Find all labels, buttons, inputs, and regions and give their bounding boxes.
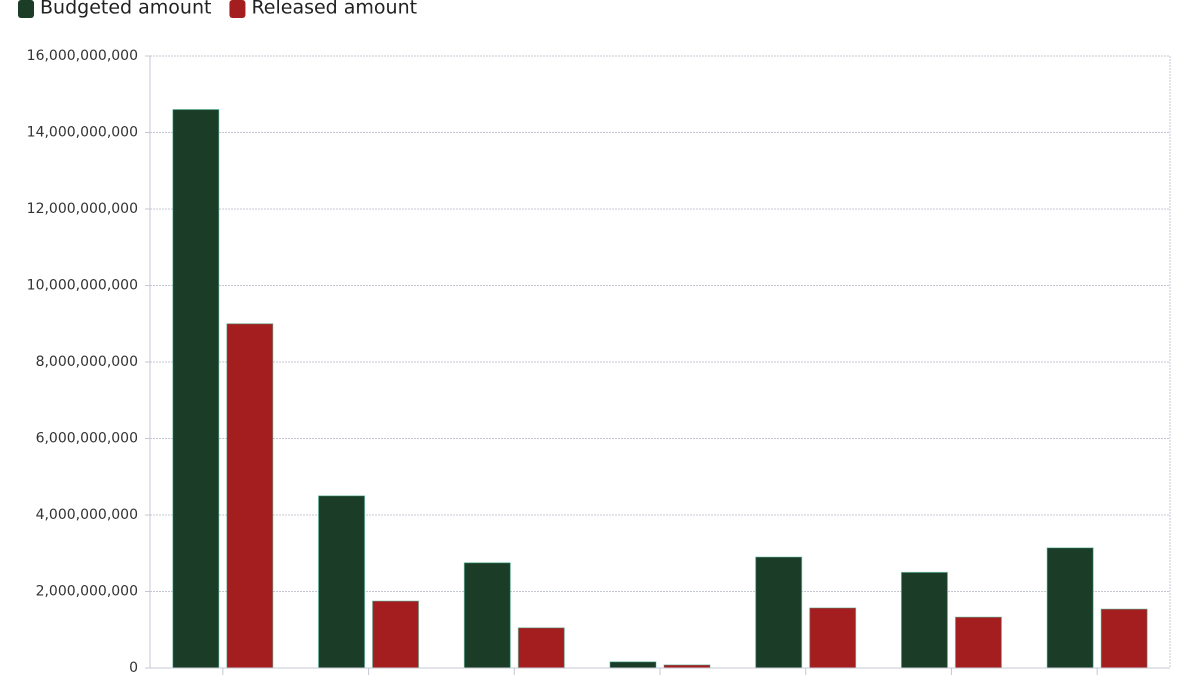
bar [517, 627, 565, 669]
bar [1046, 547, 1094, 669]
bar [609, 661, 657, 669]
bar [809, 607, 857, 669]
bar [372, 600, 420, 669]
bar [318, 495, 366, 669]
y-tick-label: 4,000,000,000 [36, 507, 138, 523]
bar [1100, 608, 1148, 669]
y-tick-label: 14,000,000,000 [27, 125, 138, 141]
y-tick-label: 16,000,000,000 [27, 48, 138, 64]
bar [954, 616, 1002, 669]
y-tick-label: 6,000,000,000 [36, 431, 138, 447]
bar [900, 571, 948, 669]
y-tick-label: 2,000,000,000 [36, 584, 138, 600]
legend-text: Released amount [251, 0, 417, 19]
y-tick-label: 10,000,000,000 [27, 278, 138, 294]
legend-swatch [229, 0, 246, 18]
y-tick-label: 8,000,000,000 [36, 354, 138, 370]
y-tick-label: 0 [129, 660, 138, 675]
bar [463, 562, 511, 669]
bar [226, 323, 274, 669]
y-tick-label: 12,000,000,000 [27, 201, 138, 217]
legend-swatch [18, 0, 34, 18]
legend-text: Budgeted amount [40, 0, 211, 19]
bar [755, 556, 803, 669]
bar [172, 109, 220, 669]
